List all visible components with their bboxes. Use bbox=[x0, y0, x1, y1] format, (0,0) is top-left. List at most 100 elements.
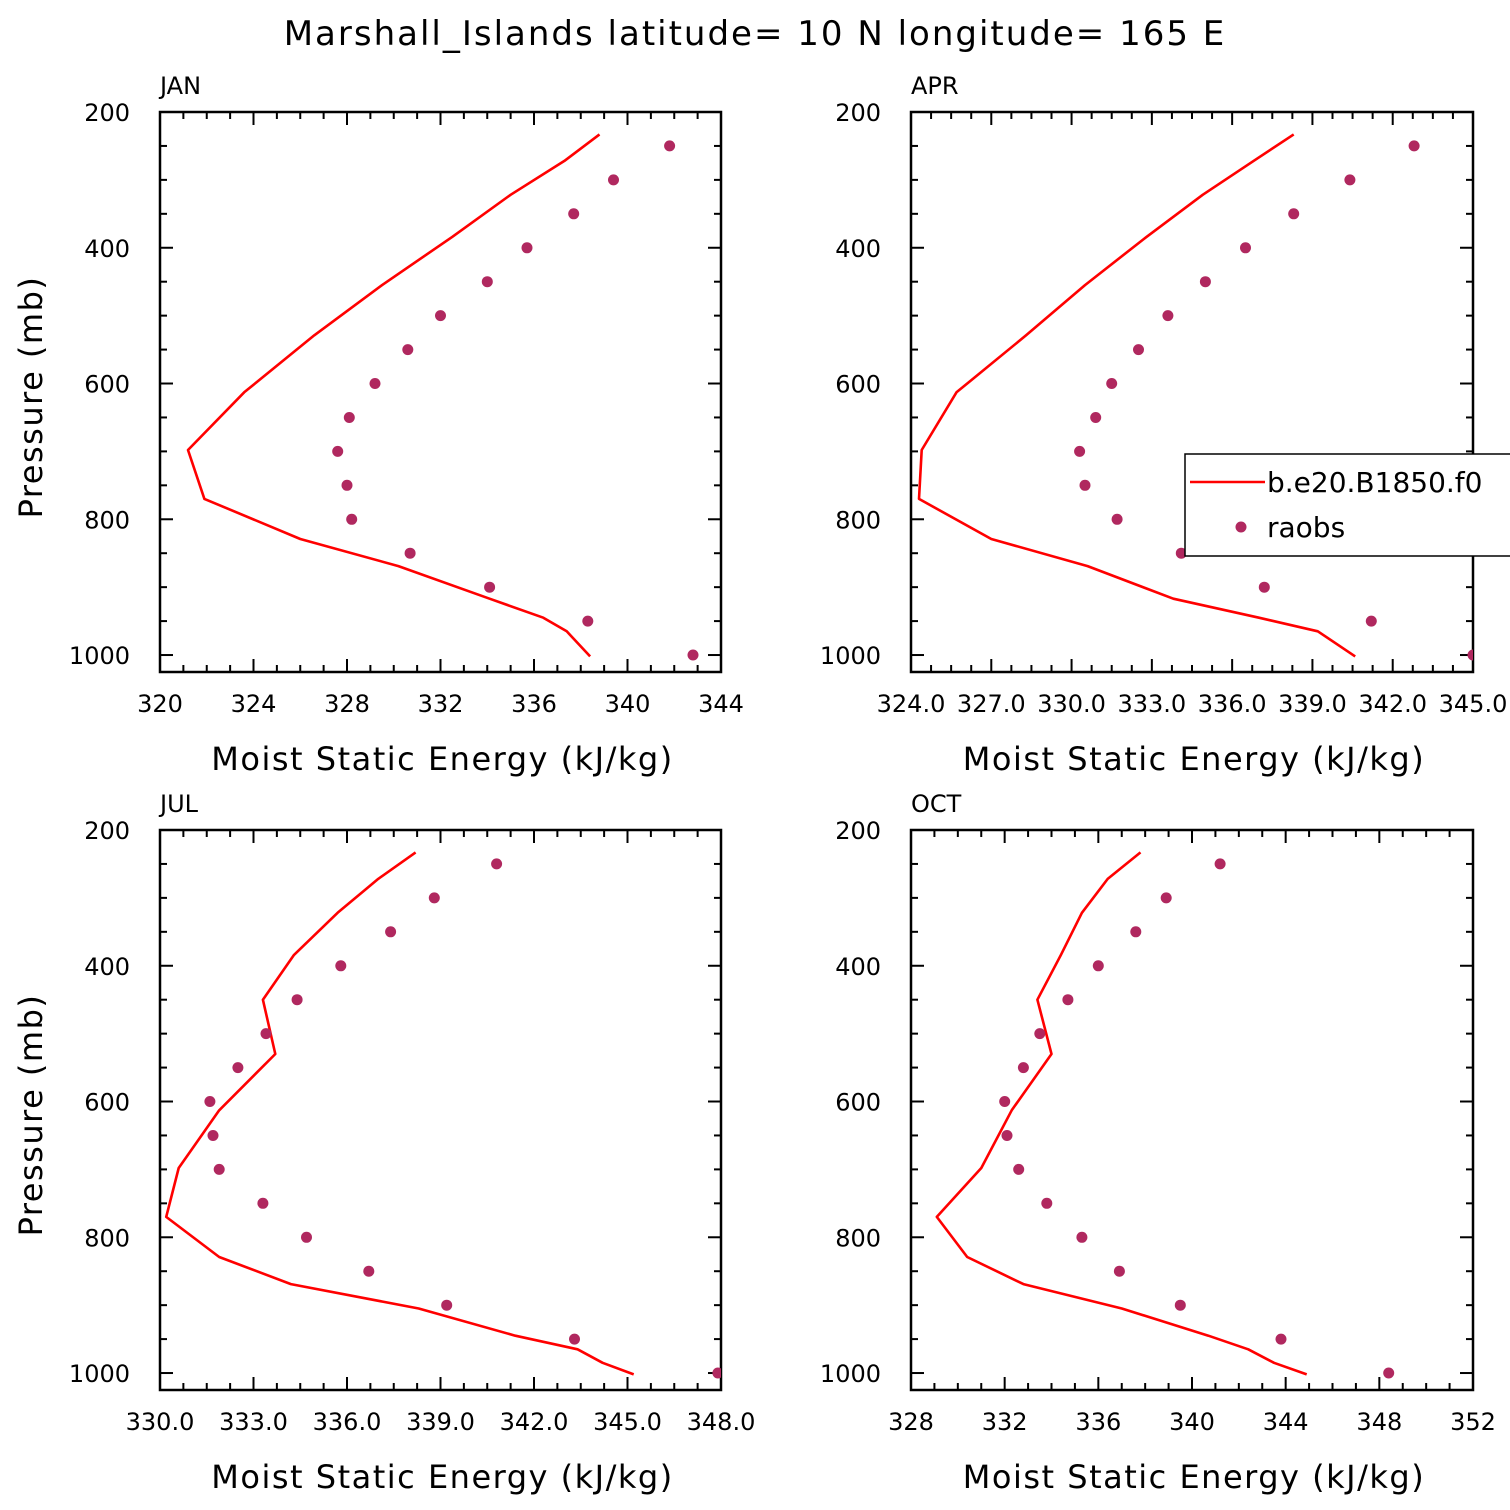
panel-jan-raobs-point bbox=[369, 378, 381, 389]
panel-oct-raobs-point bbox=[1113, 1265, 1125, 1277]
panel-jul-raobs-point bbox=[260, 1028, 272, 1040]
panel-jul-raobs-point bbox=[428, 892, 440, 904]
panel-oct-raobs-point bbox=[1174, 1299, 1186, 1311]
panel-jul-xtick-label: 330.0 bbox=[126, 1408, 195, 1436]
panel-apr-raobs-point bbox=[1344, 174, 1356, 186]
panel-oct-xlabel: Moist Static Energy (kJ/kg) bbox=[963, 1458, 1425, 1496]
panel-apr-data bbox=[917, 133, 1473, 661]
panel-oct-xtick-label: 348 bbox=[1356, 1408, 1402, 1436]
panel-jan-raobs-point bbox=[582, 615, 594, 627]
panel-apr-raobs-point bbox=[1111, 513, 1123, 525]
panel-jul-ytick-label: 200 bbox=[84, 817, 130, 845]
panel-jan-xtick-label: 320 bbox=[137, 690, 183, 718]
panel-oct-raobs-point bbox=[1160, 892, 1172, 904]
panel-jul-xtick-label: 342.0 bbox=[500, 1408, 569, 1436]
panel-apr-frame bbox=[909, 110, 1475, 674]
panel-jan-raobs-point bbox=[481, 276, 493, 288]
panel-apr-raobs-point bbox=[1133, 344, 1144, 356]
panel-apr-raobs-point bbox=[1079, 479, 1091, 491]
panel-jan-xtick-label: 336 bbox=[511, 690, 557, 718]
panel-oct-raobs-point bbox=[1076, 1231, 1088, 1243]
panel-oct-raobs-point bbox=[1130, 926, 1142, 938]
panel-apr-raobs-point bbox=[1240, 242, 1251, 254]
panel-jul-xtick-label: 336.0 bbox=[313, 1408, 382, 1436]
panel-apr-title: APR bbox=[911, 72, 959, 100]
panel-oct-frame bbox=[909, 828, 1475, 1392]
panel-oct-title: OCT bbox=[911, 790, 962, 818]
panel-apr-xtick-label: 339.0 bbox=[1278, 690, 1347, 718]
panel-jul-raobs-point bbox=[491, 858, 503, 870]
panel-jul-title: JUL bbox=[158, 790, 199, 818]
panel-jul-raobs-point bbox=[363, 1265, 375, 1277]
panel-apr-raobs-point bbox=[1408, 140, 1420, 152]
panel-jan: JAN 320 324 328 332 336 340 344 200 400 600 800 1000… bbox=[12, 72, 744, 778]
legend-entry-raobs: raobs bbox=[1267, 511, 1345, 544]
panel-oct-raobs-point bbox=[1275, 1333, 1287, 1345]
panel-apr-xlabel: Moist Static Energy (kJ/kg) bbox=[963, 740, 1425, 778]
panel-apr-xtick-label: 327.0 bbox=[957, 690, 1026, 718]
panel-jan-raobs-point bbox=[346, 513, 358, 525]
panel-jul-ytick-label: 1000 bbox=[69, 1360, 130, 1388]
panel-jul-data bbox=[164, 851, 721, 1379]
panel-jul-raobs-point bbox=[301, 1231, 312, 1243]
legend-marker-swatch bbox=[1235, 521, 1247, 533]
panel-jul-ytick-label: 600 bbox=[84, 1089, 130, 1117]
panel-jul-ytick-label: 800 bbox=[84, 1224, 130, 1252]
panel-apr-raobs-point bbox=[1106, 378, 1118, 389]
panel-jul-xtick-label: 345.0 bbox=[593, 1408, 662, 1436]
panel-jan-ytick-label: 600 bbox=[84, 371, 130, 399]
panel-jul-raobs-point bbox=[385, 926, 397, 938]
panel-jan-raobs-point bbox=[343, 412, 355, 423]
legend: b.e20.B1850.f0 raobs bbox=[1184, 453, 1510, 557]
panel-jan-xtick-label: 324 bbox=[231, 690, 277, 718]
panel-oct-raobs-point bbox=[1383, 1367, 1395, 1379]
panel-apr: APR 324.0 327.0 330.0 333.0 336.0 339.0 342.0 34… bbox=[820, 72, 1507, 778]
panel-jul-ylabel: Pressure (mb) bbox=[12, 994, 50, 1237]
panel-jan-raobs-point bbox=[608, 174, 619, 186]
panel-apr-xtick-label: 342.0 bbox=[1358, 690, 1427, 718]
figure-title: Marshall_Islands latitude= 10 N longitud… bbox=[284, 14, 1227, 54]
panel-apr-xtick-label: 330.0 bbox=[1037, 690, 1106, 718]
panel-apr-ytick-label: 600 bbox=[835, 371, 881, 399]
panel-apr-ytick-label: 800 bbox=[835, 506, 881, 534]
panel-jan-raobs-point bbox=[402, 344, 414, 356]
panel-jan-ytick-label: 200 bbox=[84, 99, 130, 127]
panels: JAN 320 324 328 332 336 340 344 200 400 600 800 1000… bbox=[12, 72, 1507, 1496]
panel-jan-ytick-label: 800 bbox=[84, 506, 130, 534]
panel-apr-ytick-label: 200 bbox=[835, 99, 881, 127]
panel-jan-data bbox=[186, 133, 699, 661]
panel-oct-ytick-label: 800 bbox=[835, 1224, 881, 1252]
panel-oct-ytick-label: 1000 bbox=[820, 1360, 881, 1388]
panel-jul-raobs-point bbox=[207, 1130, 219, 1141]
panel-jul-raobs-point bbox=[257, 1197, 269, 1209]
panel-jul-raobs-point bbox=[232, 1062, 244, 1074]
panel-jan-raobs-point bbox=[435, 310, 446, 322]
panel-apr-raobs-point bbox=[1090, 412, 1102, 423]
panel-apr-xtick-label: 333.0 bbox=[1117, 690, 1186, 718]
legend-entry-model: b.e20.B1850.f0 bbox=[1267, 466, 1482, 499]
panel-oct-raobs-point bbox=[1041, 1197, 1053, 1209]
panel-apr-raobs-point bbox=[1074, 445, 1086, 457]
panel-oct: OCT 328 332 336 340 344 348 352 200 400 600 800 1000… bbox=[820, 790, 1496, 1496]
panel-oct-raobs-point bbox=[1062, 994, 1074, 1006]
panel-apr-xtick-label: 324.0 bbox=[877, 690, 946, 718]
panel-oct-raobs-point bbox=[1092, 960, 1104, 972]
panel-apr-xtick-label: 336.0 bbox=[1198, 690, 1267, 718]
panel-jul-xtick-label: 339.0 bbox=[406, 1408, 475, 1436]
panel-oct-ytick-label: 200 bbox=[835, 817, 881, 845]
panel-jan-raobs-point bbox=[341, 479, 353, 491]
panel-oct-xtick-label: 336 bbox=[1075, 1408, 1121, 1436]
panel-oct-raobs-point bbox=[1017, 1062, 1029, 1074]
panel-apr-raobs-point bbox=[1288, 208, 1300, 220]
panel-jul-xlabel: Moist Static Energy (kJ/kg) bbox=[211, 1458, 673, 1496]
panel-oct-raobs-point bbox=[999, 1096, 1011, 1107]
panel-jan-raobs-point bbox=[404, 547, 416, 559]
panel-jan-model-line bbox=[186, 133, 601, 658]
panel-oct-xtick-label: 344 bbox=[1263, 1408, 1309, 1436]
panel-jan-ytick-label: 1000 bbox=[69, 642, 130, 670]
panel-apr-model-line bbox=[917, 133, 1356, 658]
panel-jan-xtick-label: 340 bbox=[605, 690, 651, 718]
panel-apr-ytick-label: 1000 bbox=[820, 642, 881, 670]
panel-apr-xtick-label: 345.0 bbox=[1439, 690, 1508, 718]
